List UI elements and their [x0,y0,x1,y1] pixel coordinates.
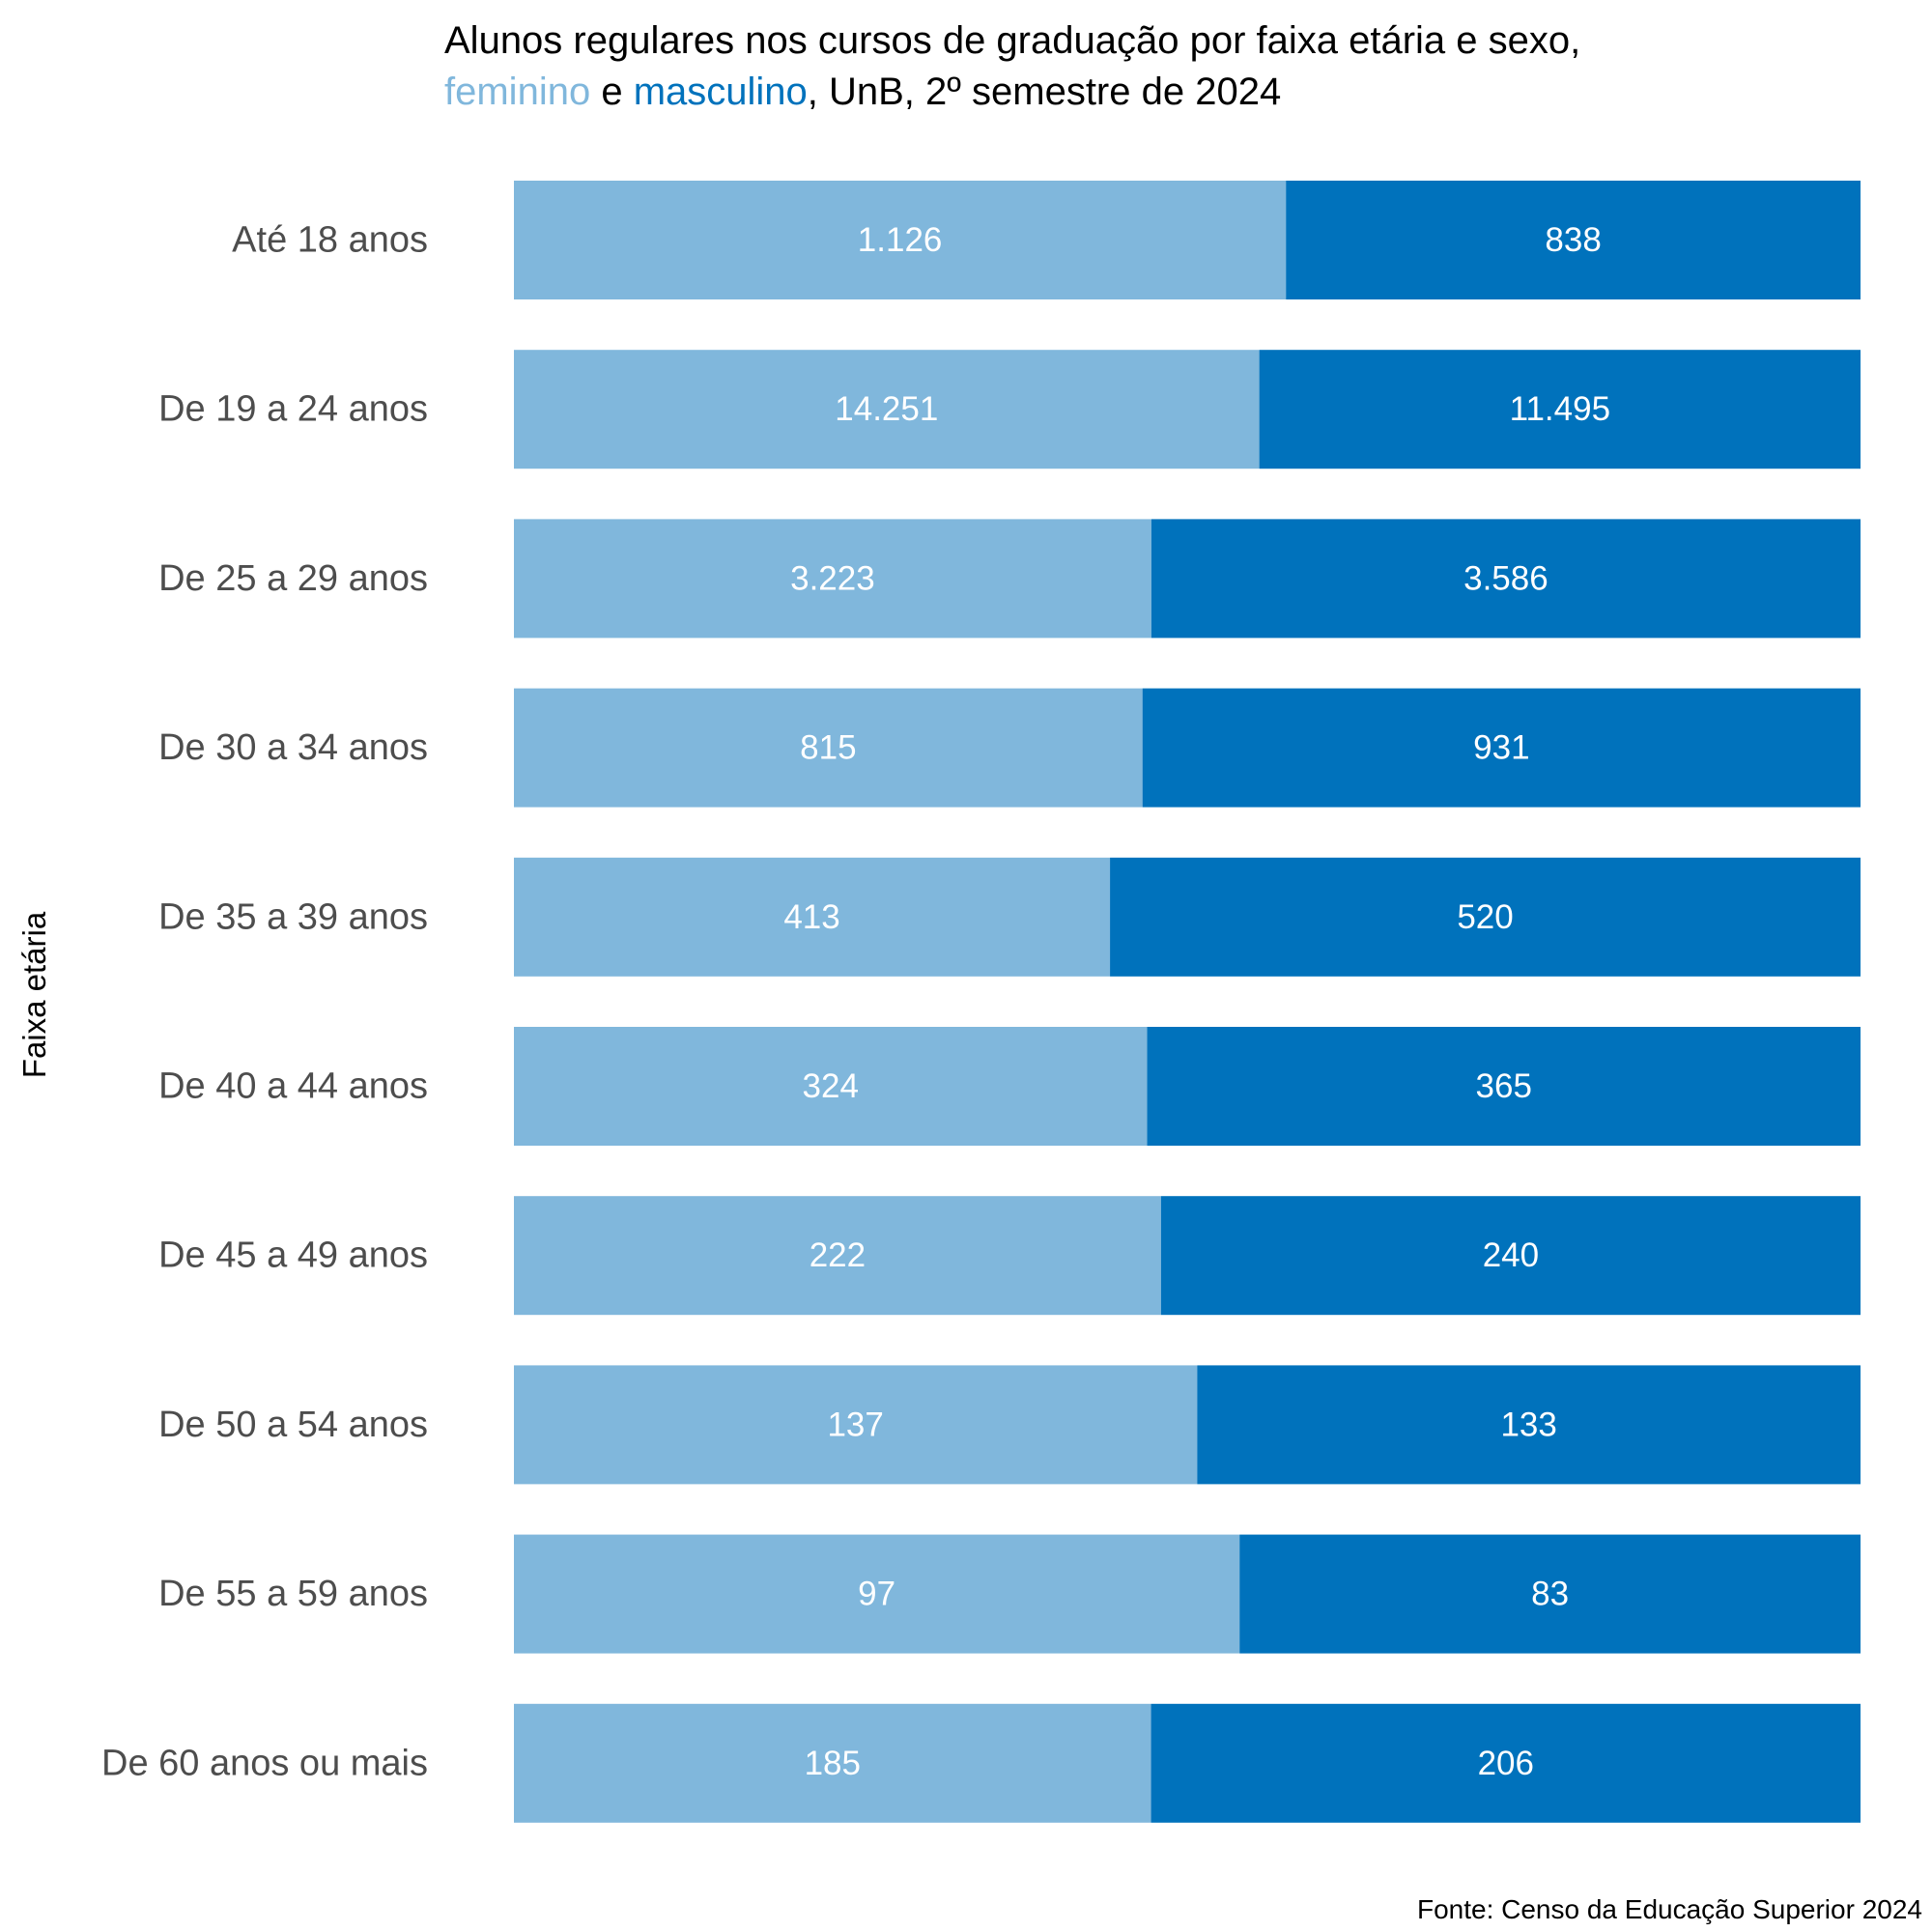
bar-feminino-5 [514,1027,1148,1146]
chart-title-line-2: feminino e masculino, UnB, 2º semestre d… [444,71,1281,113]
bar-masculino-7 [1197,1365,1861,1485]
data-label-feminino-8: 97 [858,1576,895,1613]
data-label-masculino-9: 206 [1478,1745,1534,1782]
data-label-masculino-1: 11.495 [1510,390,1610,428]
bar-masculino-0 [1286,181,1861,299]
bar-masculino-4 [1110,857,1861,977]
bar-feminino-3 [514,688,1143,808]
data-label-feminino-9: 185 [805,1745,861,1782]
title-suffix-text: , UnB, 2º semestre de 2024 [808,71,1281,113]
category-label-0: Até 18 anos [232,220,428,261]
y-axis-title: Faixa etária [16,911,52,1078]
bar-masculino-3 [1142,688,1861,808]
bar-masculino-6 [1160,1196,1861,1316]
data-label-masculino-3: 931 [1473,729,1529,767]
title-feminino-legend-word: feminino [444,71,590,113]
category-label-5: De 40 a 44 anos [158,1066,428,1107]
title-connector-text: e [590,71,633,113]
chart-title-line-1: Alunos regulares nos cursos de graduação… [444,19,1580,62]
data-label-masculino-4: 520 [1457,898,1513,936]
data-label-masculino-8: 83 [1531,1576,1569,1613]
source-caption: Fonte: Censo da Educação Superior 2024 [1417,1894,1922,1924]
data-label-feminino-7: 137 [827,1406,883,1443]
bars-group [514,181,1861,1823]
category-label-8: De 55 a 59 anos [158,1574,428,1614]
bar-masculino-9 [1151,1703,1861,1823]
category-label-3: De 30 a 34 anos [158,727,428,768]
data-label-feminino-0: 1.126 [858,221,943,259]
data-label-masculino-7: 133 [1500,1406,1556,1443]
data-label-masculino-0: 838 [1545,221,1601,259]
bar-feminino-9 [514,1703,1151,1823]
chart-title: Alunos regulares nos cursos de graduação… [444,19,1580,113]
bar-feminino-6 [514,1196,1161,1316]
data-label-masculino-2: 3.586 [1463,559,1548,597]
category-label-6: De 45 a 49 anos [158,1236,428,1276]
data-labels-group: 1.126 838 14.251 11.495 3.223 3.586 815 931 413 5… [783,221,1610,1782]
data-label-feminino-6: 222 [810,1236,866,1274]
data-label-feminino-3: 815 [800,729,856,767]
category-labels-group: Até 18 anos De 19 a 24 anos De 25 a 29 ano… [101,220,428,1784]
bar-feminino-0 [514,181,1287,299]
bar-feminino-4 [514,857,1111,977]
category-label-9: De 60 anos ou mais [101,1743,428,1783]
category-label-4: De 35 a 39 anos [158,896,428,937]
category-label-2: De 25 a 29 anos [158,558,428,599]
bar-feminino-2 [514,519,1151,639]
bar-feminino-7 [514,1365,1198,1485]
bar-feminino-1 [514,350,1260,469]
data-label-feminino-4: 413 [783,898,839,936]
bar-masculino-5 [1147,1027,1861,1146]
category-label-1: De 19 a 24 anos [158,389,428,430]
data-label-feminino-2: 3.223 [790,559,875,597]
data-label-feminino-1: 14.251 [835,390,938,428]
data-label-masculino-6: 240 [1483,1236,1539,1274]
bar-feminino-8 [514,1534,1240,1654]
bar-masculino-8 [1239,1534,1861,1654]
bar-masculino-1 [1259,350,1861,469]
data-label-feminino-5: 324 [803,1067,859,1105]
title-masculino-legend-word: masculino [634,71,808,113]
data-label-masculino-5: 365 [1476,1067,1532,1105]
category-label-7: De 50 a 54 anos [158,1405,428,1445]
bar-masculino-2 [1151,519,1861,639]
